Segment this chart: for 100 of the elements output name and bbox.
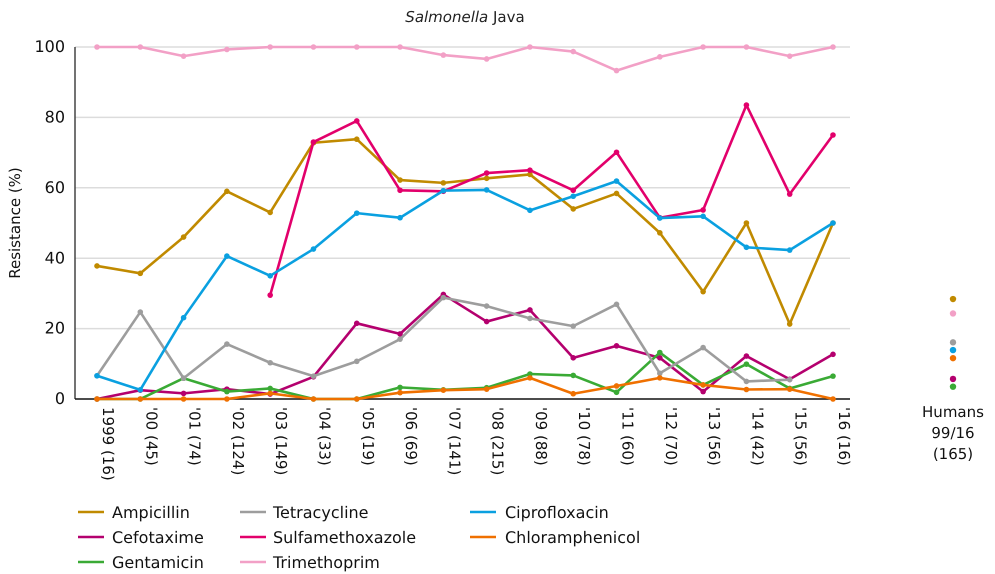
x-tick-label: '15 (56) (792, 407, 810, 466)
point (354, 118, 360, 124)
point (570, 206, 576, 212)
legend-label: Tetracycline (272, 503, 368, 522)
point (700, 44, 706, 50)
x-tick-label: '10 (78) (575, 407, 594, 466)
y-tick-label: 0 (54, 389, 65, 408)
legend-label: Chloramphenicol (505, 528, 640, 547)
point (397, 336, 403, 342)
point (614, 383, 620, 389)
x-tick-label: 1999 (16) (99, 407, 117, 481)
x-tick-label: '11 (60) (618, 407, 637, 466)
point (267, 273, 273, 279)
point (614, 190, 620, 196)
point (224, 388, 230, 394)
point (614, 178, 620, 184)
point (397, 214, 403, 221)
point (570, 187, 576, 194)
x-tick-label: '01 (74) (186, 407, 204, 466)
point (744, 220, 750, 226)
point (397, 187, 403, 194)
x-tick-label: Humans 99/16 (165) (922, 403, 984, 463)
legend-label: Gentamicin (112, 553, 204, 572)
x-tick-label: '12 (70) (662, 407, 680, 466)
point (354, 136, 360, 142)
point (224, 46, 230, 52)
y-tick-label: 80 (44, 108, 65, 127)
point (484, 175, 490, 182)
point (700, 288, 706, 294)
point (267, 360, 273, 366)
point (484, 56, 490, 62)
point (440, 52, 446, 58)
legend-label: Cefotaxime (112, 528, 204, 547)
point (657, 375, 663, 381)
point (484, 303, 490, 309)
point (484, 318, 490, 324)
point (397, 177, 403, 183)
point (137, 309, 144, 315)
point (570, 372, 576, 378)
legend-label: Trimethoprim (272, 553, 380, 572)
point (700, 344, 706, 350)
point (180, 234, 186, 240)
point (180, 314, 186, 320)
point (310, 246, 316, 252)
x-tick-label: '13 (56) (705, 407, 724, 466)
point (657, 54, 663, 60)
point (830, 351, 836, 358)
y-tick-label: 100 (34, 37, 65, 56)
point (527, 307, 533, 313)
x-tick-label: '06 (69) (402, 407, 420, 466)
point (570, 390, 576, 397)
x-tick-label: '04 (33) (315, 407, 334, 466)
point (700, 214, 706, 220)
point (94, 44, 100, 50)
legend-label: Ciprofloxacin (505, 503, 609, 522)
point (397, 331, 403, 337)
point (484, 170, 490, 176)
point (397, 390, 403, 396)
x-tick-label: '00 (45) (142, 407, 160, 466)
point (700, 388, 706, 394)
point (224, 253, 230, 259)
y-tick-label: 60 (44, 178, 65, 197)
point (657, 230, 663, 236)
point (527, 167, 533, 173)
y-axis-title: Resistance (%) (6, 167, 24, 279)
point (180, 390, 186, 396)
x-tick-label: '03 (149) (272, 407, 290, 476)
point (137, 270, 144, 276)
point (267, 44, 273, 50)
point (786, 53, 793, 59)
point (267, 210, 273, 216)
point (354, 210, 360, 216)
point (744, 244, 750, 250)
point (397, 44, 403, 50)
point (267, 386, 273, 392)
point (830, 44, 836, 50)
point (744, 378, 750, 384)
point (570, 48, 576, 54)
point (570, 355, 576, 361)
point (354, 44, 360, 50)
point (137, 44, 144, 50)
point (180, 396, 186, 402)
x-tick-label: '09 (88) (532, 407, 550, 466)
point (224, 341, 230, 347)
point (484, 187, 490, 193)
point (614, 343, 620, 349)
point (744, 44, 750, 50)
point (657, 350, 663, 356)
x-tick-label: '14 (42) (748, 407, 766, 466)
x-tick-label: '05 (19) (358, 407, 377, 466)
point (744, 353, 750, 359)
point (570, 193, 576, 200)
point (224, 188, 230, 194)
legend-label: Ampicillin (112, 503, 190, 522)
point (614, 390, 620, 396)
point (354, 320, 360, 326)
point (614, 149, 620, 156)
point (614, 68, 620, 74)
x-tick-label: '16 (16) (835, 407, 853, 466)
point (614, 302, 620, 308)
